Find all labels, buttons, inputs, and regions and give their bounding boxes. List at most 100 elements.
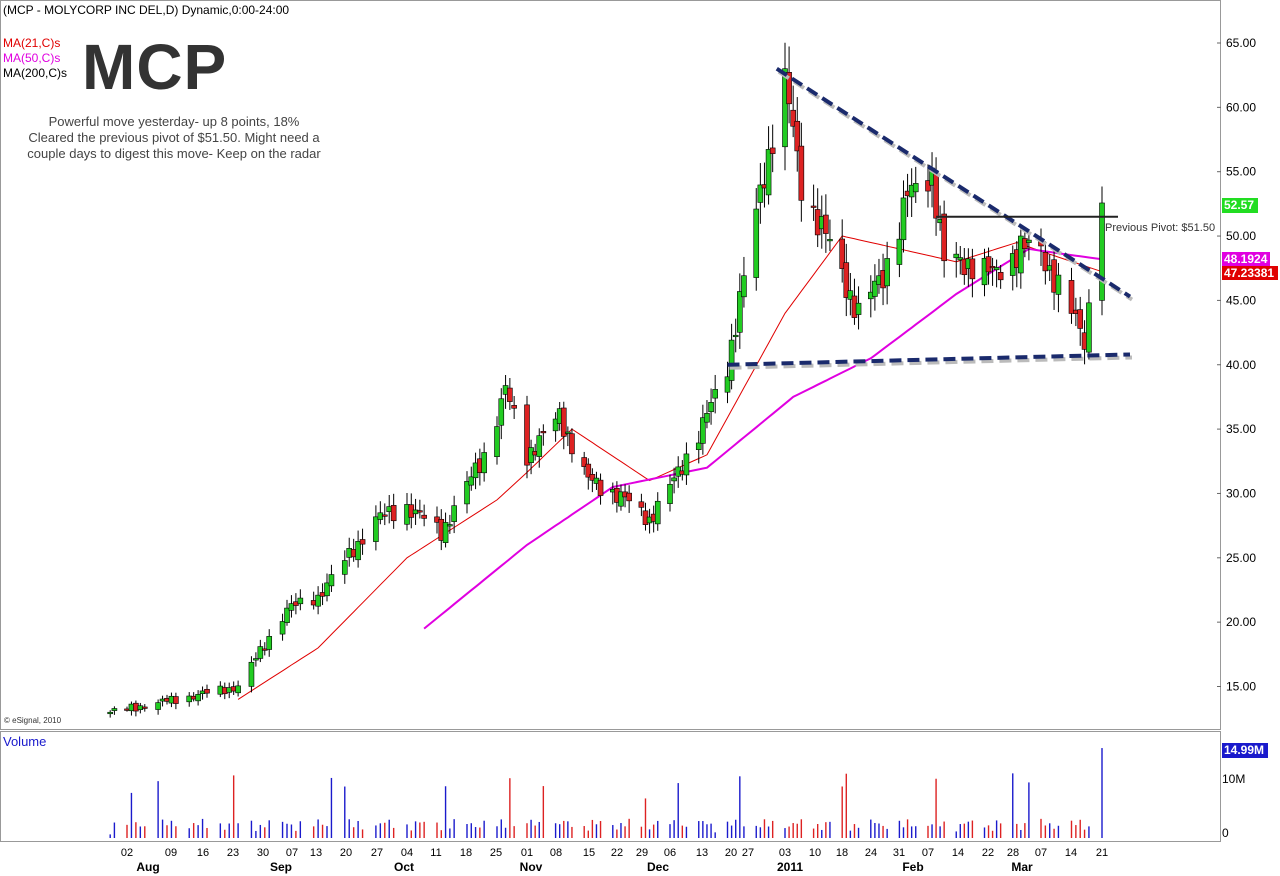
candle-body bbox=[464, 481, 470, 505]
candle-body bbox=[953, 253, 960, 259]
candle-body bbox=[1077, 309, 1084, 329]
chart-title: (MCP - MOLYCORP INC DEL,D) Dynamic,0:00-… bbox=[3, 3, 290, 17]
candle-body bbox=[654, 500, 661, 525]
price-tick-label: 65.00 bbox=[1226, 36, 1256, 50]
candle-body bbox=[969, 258, 976, 280]
candle-body bbox=[712, 389, 718, 399]
candle-body bbox=[823, 214, 829, 234]
day-tick-label: 30 bbox=[257, 847, 269, 859]
month-tick-label: Sep bbox=[270, 860, 292, 874]
price-tick-label: 35.00 bbox=[1226, 422, 1256, 436]
day-tick-label: 08 bbox=[550, 847, 562, 859]
candle-body bbox=[737, 291, 743, 333]
candle-body bbox=[507, 387, 513, 402]
day-tick-label: 04 bbox=[401, 847, 413, 859]
ma21-badge: 47.23381 bbox=[1222, 266, 1278, 280]
candle-body bbox=[107, 711, 113, 715]
candle-body bbox=[341, 560, 348, 575]
day-tick-label: 10 bbox=[809, 847, 821, 859]
day-tick-label: 20 bbox=[725, 847, 737, 859]
resistance-trendline bbox=[775, 67, 1132, 299]
candle-body bbox=[481, 452, 487, 474]
candle-body bbox=[786, 72, 792, 105]
day-tick-label: 03 bbox=[779, 847, 791, 859]
candle-body bbox=[288, 603, 295, 611]
day-tick-label: 22 bbox=[982, 847, 994, 859]
day-tick-label: 25 bbox=[490, 847, 502, 859]
support-trendline bbox=[727, 352, 1131, 367]
candle-body bbox=[390, 505, 397, 522]
candle-body bbox=[618, 491, 624, 507]
day-tick-label: 24 bbox=[865, 847, 877, 859]
month-tick-label: Oct bbox=[394, 860, 414, 874]
candle-body bbox=[765, 149, 772, 196]
day-tick-label: 07 bbox=[922, 847, 934, 859]
candle-body bbox=[900, 197, 907, 241]
candle-body bbox=[1055, 274, 1062, 295]
price-tick-label: 30.00 bbox=[1226, 486, 1256, 500]
candle-body bbox=[155, 702, 161, 710]
day-tick-label: 27 bbox=[371, 847, 383, 859]
candle-body bbox=[827, 239, 833, 242]
day-tick-label: 11 bbox=[430, 847, 441, 859]
day-tick-label: 13 bbox=[696, 847, 708, 859]
ma50-label: MA(50,C)s bbox=[3, 51, 61, 65]
month-tick-label: Aug bbox=[136, 860, 159, 874]
candle-body bbox=[724, 376, 731, 393]
candle-body bbox=[173, 696, 179, 704]
day-tick-label: 14 bbox=[1065, 847, 1077, 859]
candle-body bbox=[700, 417, 706, 444]
candle-body bbox=[1022, 238, 1028, 250]
ma21-label: MA(21,C)s bbox=[3, 36, 61, 50]
candle-body bbox=[933, 172, 939, 219]
last-volume-badge: 14.99M bbox=[1222, 743, 1268, 758]
candle-body bbox=[297, 597, 304, 605]
day-tick-label: 31 bbox=[893, 847, 905, 859]
candle-body bbox=[581, 457, 588, 467]
day-tick-label: 16 bbox=[197, 847, 209, 859]
candle-body bbox=[872, 280, 878, 297]
candle-body bbox=[524, 404, 530, 466]
volume-tick: 10M bbox=[1222, 772, 1246, 786]
price-axis: 65.00 60.00 55.00 50.00 45.00 40.00 35.00 30.00… bbox=[1217, 36, 1256, 694]
day-tick-label: 01 bbox=[521, 847, 533, 859]
candle-body bbox=[373, 516, 379, 542]
candle-body bbox=[847, 290, 854, 300]
day-tick-label: 07 bbox=[1035, 847, 1047, 859]
ma200-label: MA(200,C)s bbox=[3, 66, 68, 80]
time-axis: 02 09 16 23 30 07 13 20 27 04 11 18 25 01 08 15 22 29 06 13… bbox=[121, 847, 1108, 874]
analyst-note: Powerful move yesterday- up 8 points, 18… bbox=[4, 114, 344, 162]
candle-body bbox=[540, 431, 547, 434]
day-tick-label: 07 bbox=[286, 847, 298, 859]
candle-body bbox=[839, 238, 846, 269]
candle-body bbox=[324, 582, 330, 597]
price-tick-label: 20.00 bbox=[1226, 615, 1256, 629]
candle-body bbox=[667, 483, 673, 504]
month-tick-label: 2011 bbox=[777, 860, 803, 874]
candle-body bbox=[536, 435, 543, 457]
candle-body bbox=[941, 213, 947, 262]
candle-body bbox=[728, 339, 735, 381]
candle-body bbox=[683, 453, 690, 476]
day-tick-label: 23 bbox=[227, 847, 239, 859]
candle-body bbox=[798, 145, 805, 201]
candle-body bbox=[597, 479, 604, 496]
candle-body bbox=[253, 658, 259, 661]
note-line: couple days to digest this move- Keep on… bbox=[27, 146, 321, 161]
pivot-label: Previous Pivot: $51.50 bbox=[1105, 222, 1216, 234]
candle-body bbox=[498, 398, 505, 426]
candle-body bbox=[494, 426, 500, 458]
candle-body bbox=[695, 442, 702, 450]
price-panel-frame bbox=[0, 0, 1221, 730]
volume-tick: 0 bbox=[1222, 826, 1229, 840]
candle-body bbox=[741, 275, 747, 298]
ma21-line bbox=[237, 235, 1103, 700]
candle-body bbox=[585, 463, 592, 478]
candle-body bbox=[912, 183, 919, 193]
candle-body bbox=[810, 205, 817, 208]
volume-title: Volume bbox=[3, 734, 47, 749]
candle-body bbox=[235, 685, 241, 694]
candle-body bbox=[843, 262, 850, 298]
candle-body bbox=[451, 505, 457, 522]
